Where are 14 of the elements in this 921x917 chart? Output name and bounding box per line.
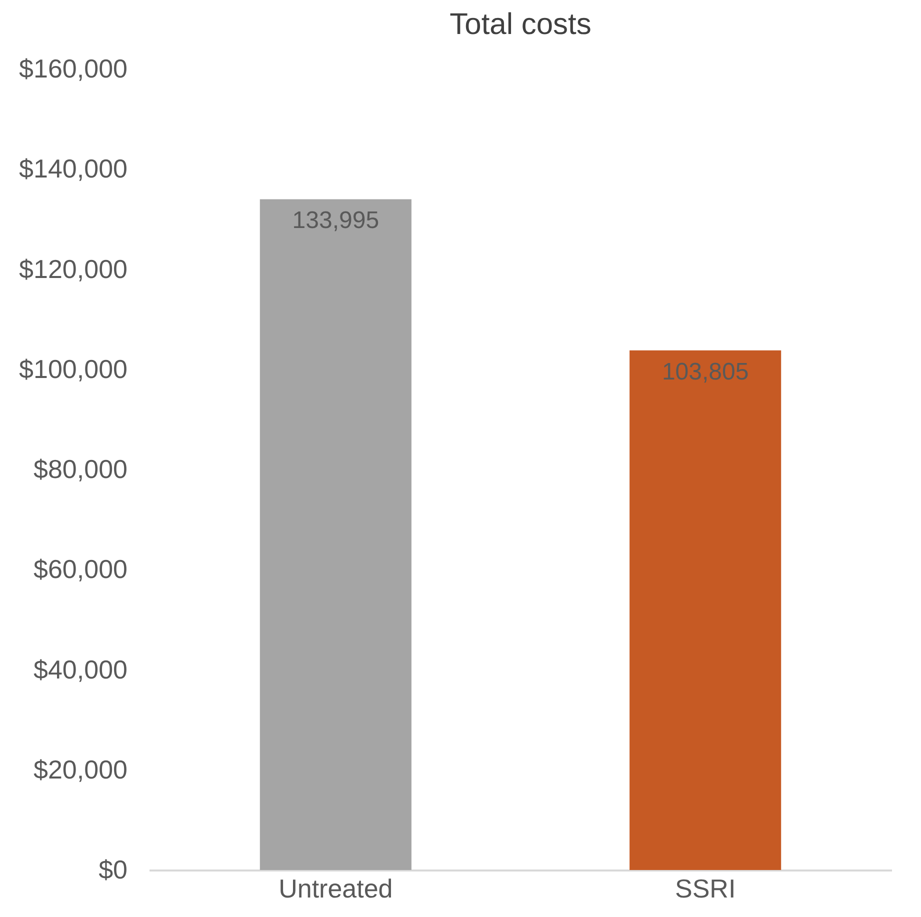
data-label: 133,995: [292, 207, 380, 234]
y-tick-label: $100,000: [19, 354, 128, 384]
y-tick-label: $0: [98, 854, 128, 884]
chart-title: Total costs: [450, 8, 592, 41]
y-tick-label: $120,000: [19, 254, 128, 284]
x-tick-label: SSRI: [674, 874, 736, 904]
x-tick-label: Untreated: [278, 874, 393, 904]
y-tick-label: $160,000: [19, 54, 128, 84]
y-tick-label: $80,000: [34, 454, 128, 484]
y-tick-label: $140,000: [19, 154, 128, 184]
y-tick-label: $20,000: [34, 754, 128, 784]
y-tick-label: $60,000: [34, 554, 128, 584]
data-label: 103,805: [662, 358, 749, 386]
y-tick-label: $40,000: [34, 654, 128, 684]
